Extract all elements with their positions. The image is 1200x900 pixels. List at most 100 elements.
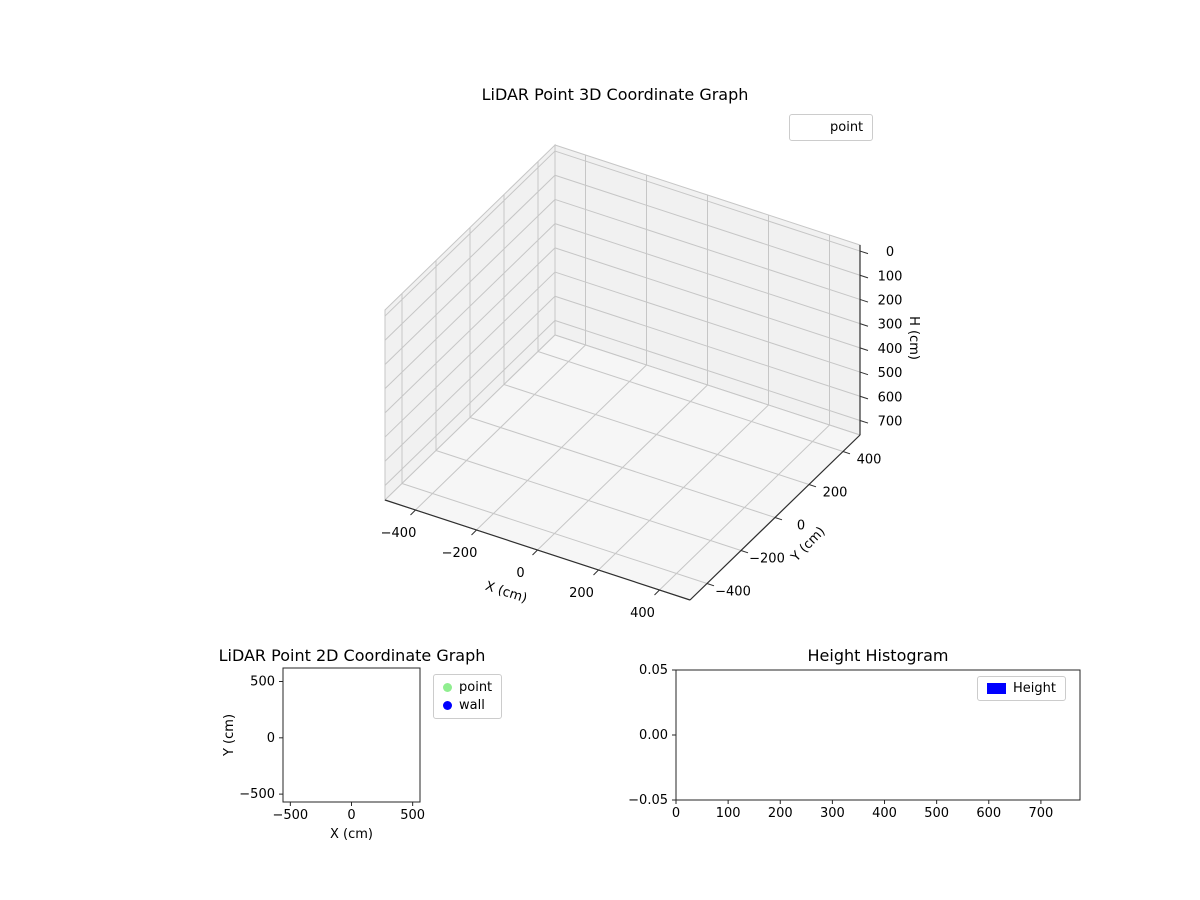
- grid-z-right: [554, 198, 861, 300]
- grid-z-right: [554, 247, 861, 349]
- grid-z-left: [384, 320, 556, 486]
- y-tick-label: 400: [857, 453, 882, 468]
- legend-2d: point wall: [433, 674, 503, 719]
- grid-z-left: [384, 223, 556, 390]
- y-tick-label: 200: [823, 486, 848, 501]
- grid-z-left: [384, 150, 556, 317]
- grid-y-floor: [537, 351, 844, 452]
- grid-z-left: [384, 271, 556, 438]
- y-tick-label: 0.05: [639, 663, 668, 678]
- grid-z-right: [554, 150, 861, 252]
- z-tick: [859, 274, 869, 279]
- x-tick: [593, 569, 599, 576]
- x-tick-label: 0: [672, 806, 680, 821]
- y-tick-label: 0: [267, 731, 275, 746]
- y-tick-label: 0: [797, 519, 805, 534]
- z-tick: [859, 250, 869, 255]
- z-tick: [859, 347, 869, 351]
- grid-z-right: [554, 295, 861, 397]
- x-tick-label: 600: [976, 806, 1001, 821]
- x-tick-label: −400: [381, 526, 417, 541]
- y-tick-label: −400: [715, 585, 751, 600]
- y-axis-line: [689, 434, 861, 601]
- grid-z-right: [554, 271, 861, 373]
- legend-label: wall: [459, 698, 485, 713]
- y-tick-label: −500: [239, 787, 275, 802]
- z-tick: [859, 395, 869, 400]
- x-tick-label: 0: [516, 566, 524, 581]
- y-tick: [740, 550, 749, 554]
- y-tick-label: 0.00: [639, 728, 668, 743]
- x-tick: [532, 549, 538, 556]
- z-tick: [859, 371, 869, 376]
- y-tick: [842, 451, 851, 455]
- grid-z-left: [384, 174, 556, 341]
- legend-label: point: [830, 120, 864, 135]
- x-tick: [410, 509, 416, 516]
- axes-2d-frame: [282, 667, 421, 803]
- z-tick-label: 700: [878, 414, 903, 429]
- z-tick-label: 400: [878, 342, 903, 357]
- z-tick-label: 500: [878, 366, 903, 381]
- x-tick-label: −200: [442, 546, 478, 561]
- legend-label: Height: [1013, 681, 1056, 696]
- grid-z-right: [554, 223, 861, 325]
- legend-item-point: point: [443, 680, 492, 695]
- z-tick: [859, 323, 869, 327]
- empty-scatter-marker: [799, 123, 823, 133]
- point-marker-icon: [443, 683, 452, 692]
- x-tick-label: 500: [400, 808, 425, 823]
- z-tick-label: 600: [878, 390, 903, 405]
- x-tick-label: 100: [716, 806, 741, 821]
- grid-z-left: [384, 295, 556, 462]
- y-tick-label: 500: [250, 675, 275, 690]
- grid-y-floor: [503, 384, 810, 485]
- y-tick: [706, 583, 715, 587]
- z-tick-label: 0: [886, 245, 894, 260]
- grid-y-floor: [401, 483, 708, 584]
- x-tick-label: 500: [924, 806, 949, 821]
- y-axis-label: Y (cm): [222, 714, 237, 757]
- x-tick-label: 200: [569, 586, 594, 601]
- x-tick: [654, 589, 660, 596]
- x-tick-label: 200: [768, 806, 793, 821]
- legend-item-point-3d: point: [799, 120, 863, 135]
- y-axis-label: Y (cm): [788, 524, 829, 565]
- grid-y-floor: [469, 417, 776, 518]
- x-axis-label: X (cm): [483, 579, 529, 607]
- grid-z-right: [554, 174, 861, 276]
- legend-hist: Height: [977, 676, 1066, 701]
- grid-z-left: [384, 199, 556, 365]
- y-tick: [774, 517, 783, 521]
- legend-item-wall: wall: [443, 698, 492, 713]
- chart-3d-title: LiDAR Point 3D Coordinate Graph: [481, 85, 749, 104]
- x-tick-label: 0: [347, 808, 355, 823]
- x-tick: [471, 529, 477, 536]
- wall-marker-icon: [443, 701, 452, 710]
- x-axis-label: X (cm): [330, 827, 373, 842]
- z-tick: [859, 298, 869, 303]
- grid-y-floor: [435, 450, 742, 551]
- x-tick-label: −500: [272, 808, 308, 823]
- z-tick: [859, 420, 869, 424]
- grid-z-right: [554, 320, 861, 421]
- chart-2d-title: LiDAR Point 2D Coordinate Graph: [218, 646, 486, 665]
- x-axis-line: [384, 499, 691, 601]
- z-axis-label: H (cm): [906, 316, 921, 360]
- height-patch-icon: [987, 683, 1006, 694]
- x-tick-label: 700: [1028, 806, 1053, 821]
- y-tick-label: −200: [749, 552, 785, 567]
- z-tick-label: 300: [878, 318, 903, 333]
- legend-label: point: [459, 680, 493, 695]
- grid-z-left: [384, 247, 556, 414]
- y-tick: [808, 484, 817, 488]
- x-tick-label: 300: [820, 806, 845, 821]
- x-tick-label: 400: [872, 806, 897, 821]
- z-tick-label: 200: [878, 293, 903, 308]
- x-tick-label: 400: [630, 606, 655, 621]
- z-tick-label: 100: [878, 269, 903, 284]
- legend-item-height: Height: [987, 681, 1056, 696]
- y-tick-label: −0.05: [628, 793, 668, 808]
